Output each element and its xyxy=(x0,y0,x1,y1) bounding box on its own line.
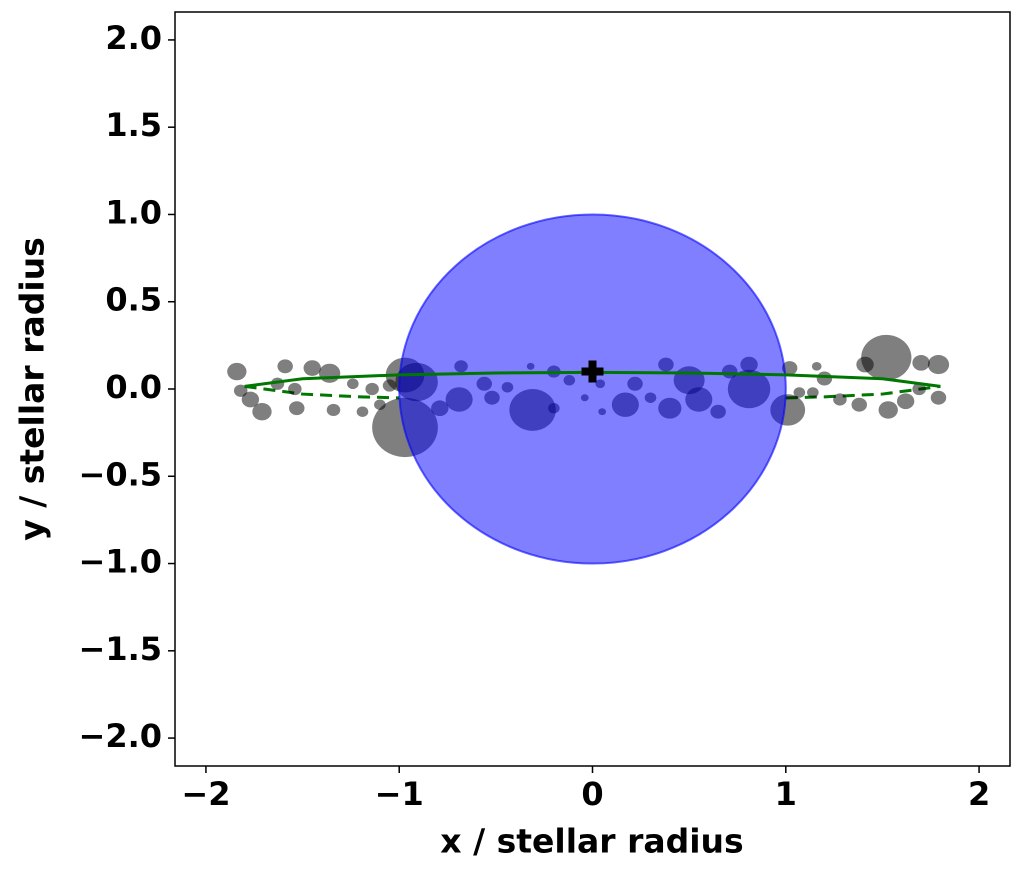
blob xyxy=(833,393,847,406)
y-tick-label: −0.5 xyxy=(79,455,163,493)
blob xyxy=(930,390,947,405)
x-tick-label: −2 xyxy=(181,775,230,813)
x-tick-label: 0 xyxy=(581,775,603,813)
blob xyxy=(233,384,248,397)
blob xyxy=(927,354,950,375)
blob xyxy=(878,401,898,419)
y-tick-label: 1.5 xyxy=(105,106,162,144)
blob xyxy=(374,399,386,410)
blob xyxy=(811,361,822,371)
y-tick-label: −1.0 xyxy=(79,543,163,581)
blob xyxy=(851,397,867,412)
blob xyxy=(252,402,272,421)
blob xyxy=(912,382,926,396)
y-tick-label: 0.0 xyxy=(105,368,162,406)
blob xyxy=(365,382,379,396)
y-tick-label: 1.0 xyxy=(105,193,162,231)
blob xyxy=(793,387,806,398)
y-tick-label: 0.5 xyxy=(105,281,162,319)
y-tick-label: −2.0 xyxy=(79,717,163,755)
blob xyxy=(288,382,302,396)
blob xyxy=(241,391,260,408)
blob xyxy=(856,356,874,373)
x-tick-label: 1 xyxy=(775,775,797,813)
blob xyxy=(277,359,293,374)
blob xyxy=(807,387,819,398)
plot-frame xyxy=(174,11,1011,767)
blob xyxy=(289,401,305,416)
blob xyxy=(816,371,833,386)
blob xyxy=(227,362,247,381)
x-tick-label: −1 xyxy=(375,775,424,813)
blob xyxy=(382,379,397,392)
y-axis-label: y / stellar radius xyxy=(13,237,52,541)
blob xyxy=(896,393,915,410)
blob xyxy=(912,354,930,371)
blob xyxy=(347,378,359,389)
y-tick-label: −1.5 xyxy=(79,630,163,668)
star xyxy=(398,213,787,565)
x-tick-label: 2 xyxy=(968,775,990,813)
marker xyxy=(581,360,604,383)
blob xyxy=(303,360,321,376)
blob xyxy=(318,363,341,383)
y-tick-label: 2.0 xyxy=(105,19,162,57)
blob xyxy=(356,406,369,417)
x-axis-label: x / stellar radius xyxy=(440,822,743,861)
blob xyxy=(326,403,341,417)
orbit-back xyxy=(244,384,941,400)
blob xyxy=(861,334,912,381)
